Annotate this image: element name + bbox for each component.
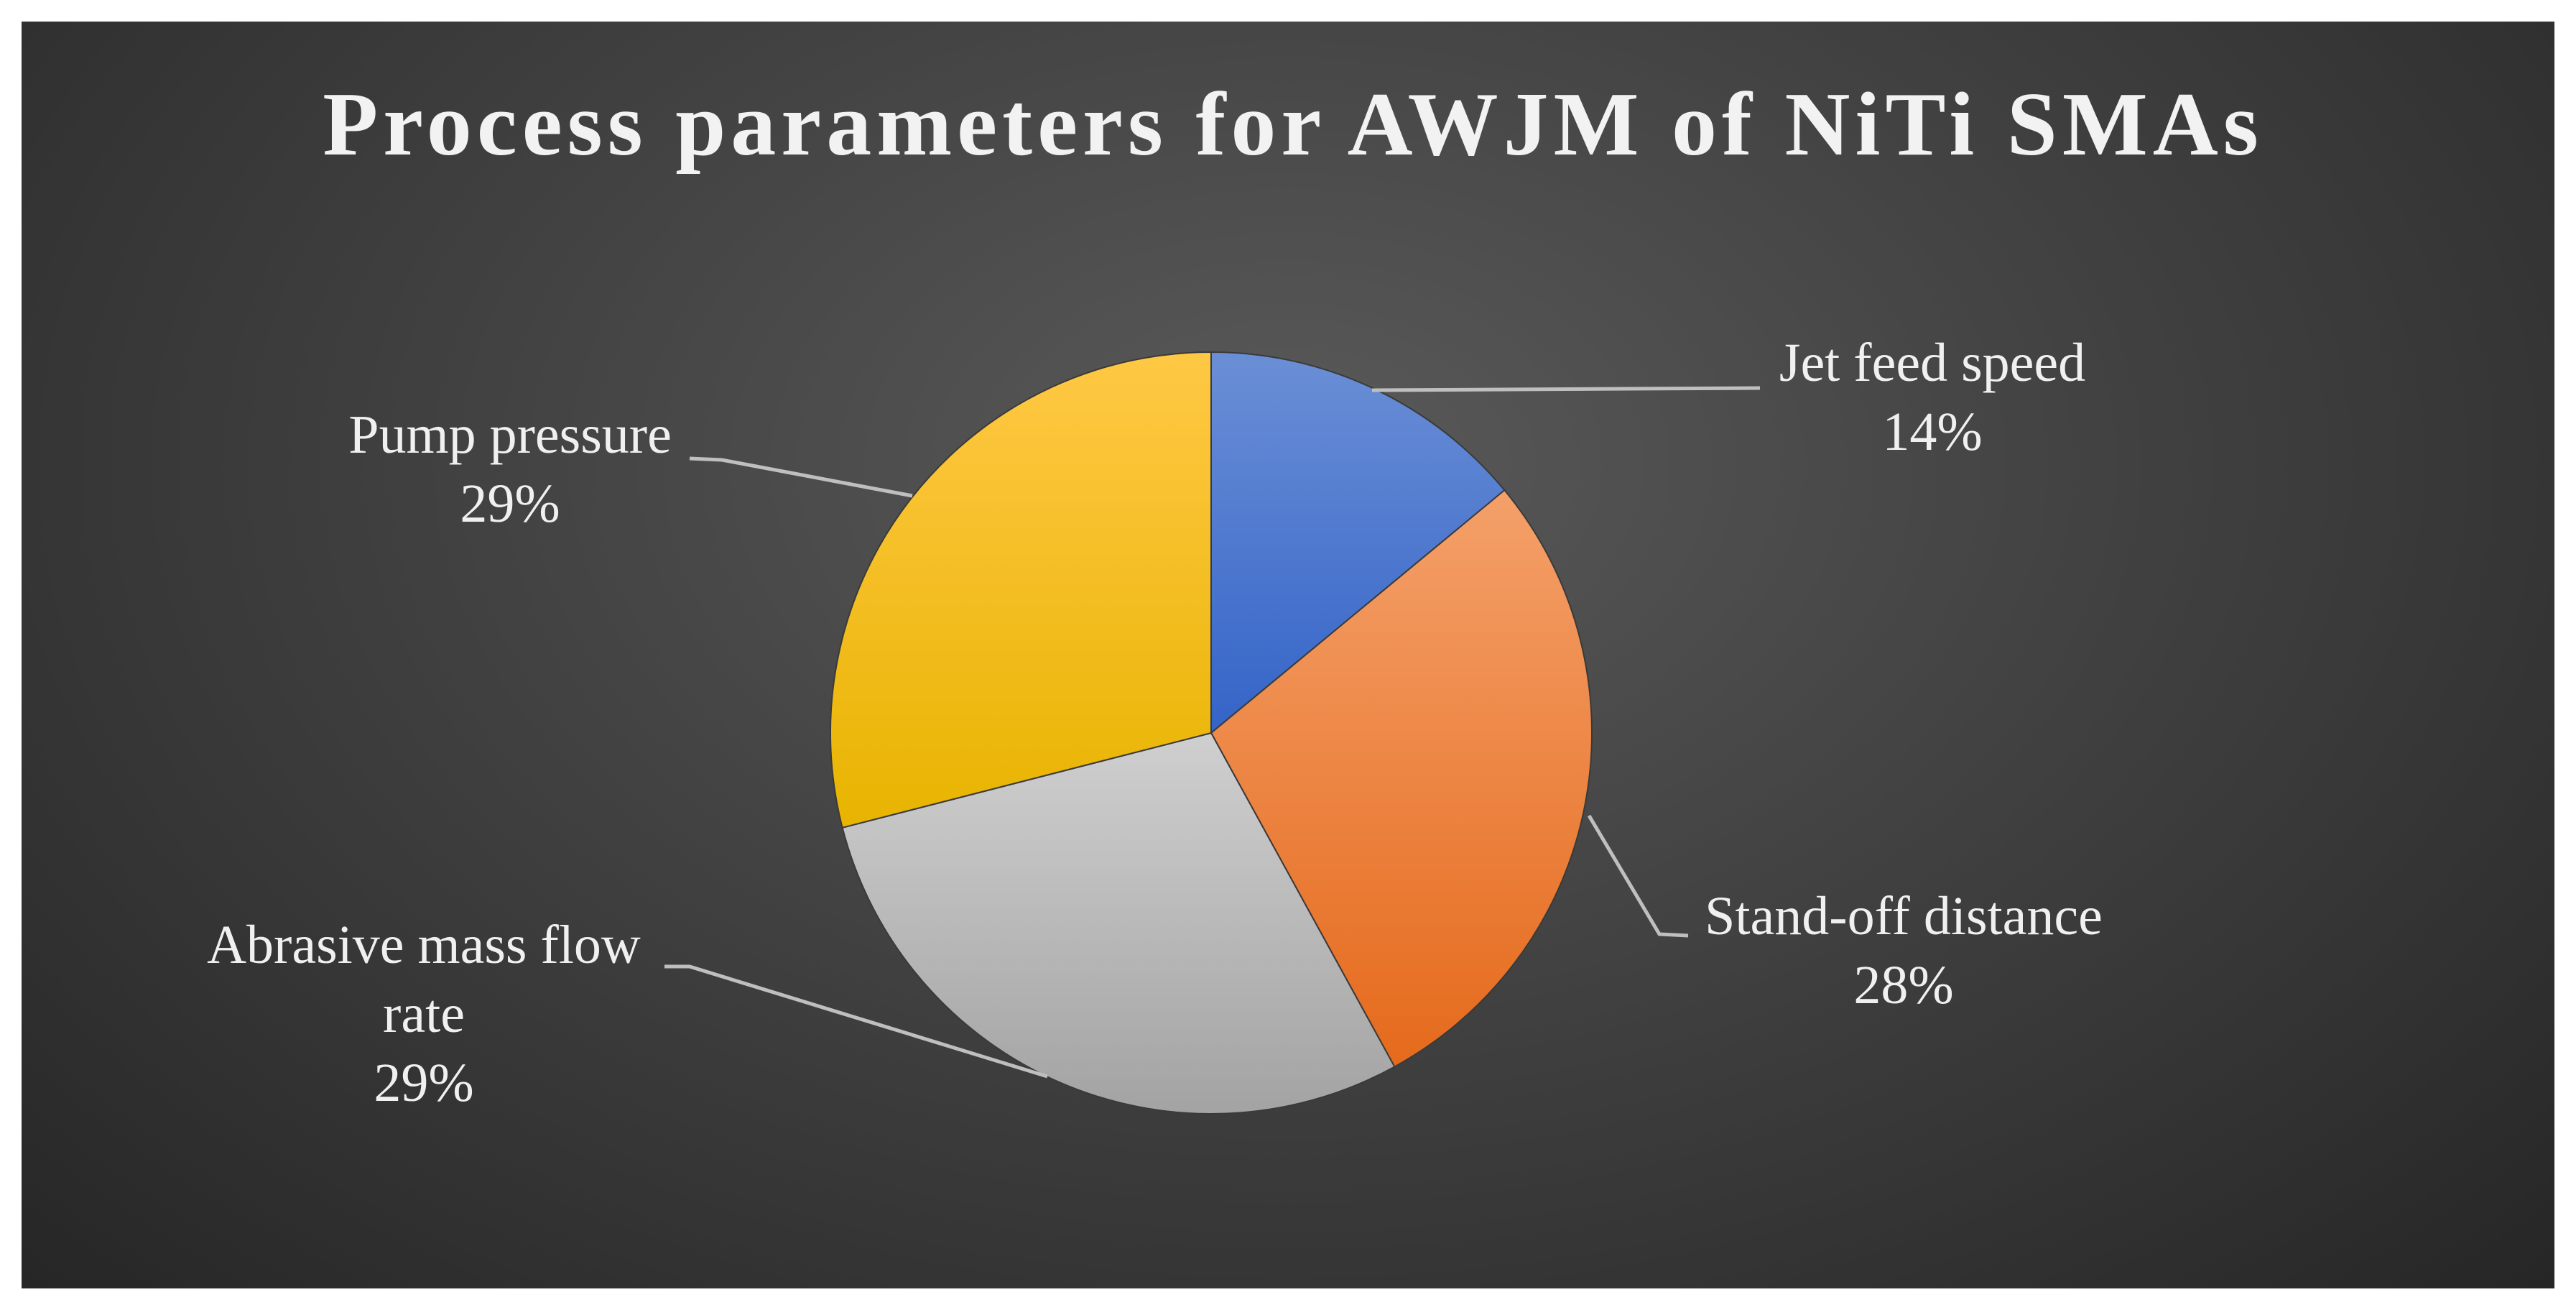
slice-percentage-label: 14% xyxy=(1882,402,1982,462)
slice-category-label: Stand-off distance xyxy=(1705,886,2103,946)
chart-title: Process parameters for AWJM of NiTi SMAs xyxy=(323,75,2264,175)
slice-percentage-label: 29% xyxy=(460,474,560,534)
slice-percentage-label: 29% xyxy=(374,1053,473,1113)
pie-slice xyxy=(1210,489,1593,1068)
pie-slice xyxy=(841,732,1396,1115)
pie-slice xyxy=(829,351,1212,829)
slice-category-label: Jet feed speed xyxy=(1779,333,2085,393)
pie-slices xyxy=(829,351,1593,1115)
leader-line xyxy=(689,456,913,498)
leader-line xyxy=(1371,386,1761,392)
leader-line xyxy=(664,964,1048,1079)
data-labels: Jet feed speed 14% Stand-off distance 28% Ab… xyxy=(207,333,2103,1113)
slice-category-label: Pump pressure xyxy=(348,405,672,465)
leader-line xyxy=(1587,814,1689,938)
slice-category-label: Abrasive mass flow xyxy=(207,915,641,975)
slice-percentage-label: 28% xyxy=(1853,955,1953,1015)
leader-lines xyxy=(664,386,1761,1079)
slice-category-label: rate xyxy=(383,984,465,1044)
